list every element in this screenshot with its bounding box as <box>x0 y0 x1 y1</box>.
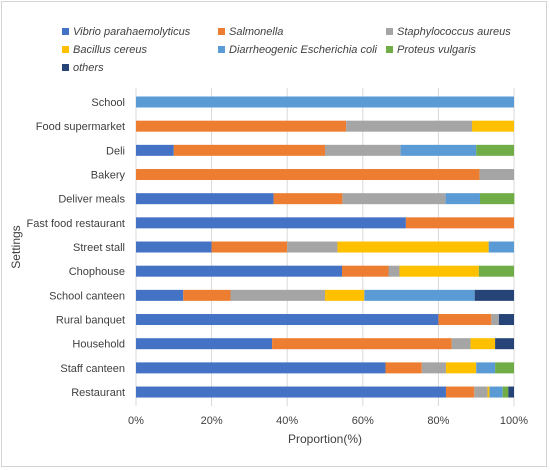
bar-segment-others-household <box>495 338 514 350</box>
category-label-school-canteen: School canteen <box>49 290 125 302</box>
bar-segment-staphylococcus-aureus-rural-banquet <box>491 314 499 326</box>
bar-segment-salmonella-rural-banquet <box>438 314 492 326</box>
bar-segment-proteus-vulgaris-staff-canteen <box>495 362 514 374</box>
legend-label-others: others <box>73 62 104 74</box>
bar-segment-bacillus-cereus-school-canteen <box>325 289 365 301</box>
bar-segment-staphylococcus-aureus-street-stall <box>287 241 338 253</box>
bar-segment-salmonella-household <box>272 338 452 350</box>
bar-segment-vibrio-parahaemolyticus-staff-canteen <box>136 362 386 374</box>
bar-segment-salmonella-chophouse <box>342 265 389 277</box>
bar-segment-staphylococcus-aureus-deliver-meals <box>342 193 446 205</box>
bar-segment-proteus-vulgaris-restaurant <box>502 386 509 398</box>
bar-segment-salmonella-deli <box>173 144 325 156</box>
bar-segment-salmonella-food-supermarket <box>136 120 347 132</box>
bar-segment-salmonella-street-stall <box>211 241 288 253</box>
x-tick-label: 60% <box>352 415 374 427</box>
bar-segment-others-restaurant <box>508 386 514 398</box>
bar-segment-proteus-vulgaris-deli <box>476 144 514 156</box>
bar-segment-proteus-vulgaris-chophouse <box>478 265 514 277</box>
bar-segment-diarrheogenic-escherichia-coli-deli <box>400 144 477 156</box>
bar-segment-vibrio-parahaemolyticus-rural-banquet <box>136 314 439 326</box>
bar-segment-others-school-canteen <box>474 289 514 301</box>
bar-segment-salmonella-restaurant <box>445 386 475 398</box>
legend-label-salmonella: Salmonella <box>229 26 283 38</box>
bar-segment-bacillus-cereus-food-supermarket <box>472 120 514 132</box>
legend-label-proteus-vulgaris: Proteus vulgaris <box>397 44 476 56</box>
bar-segment-staphylococcus-aureus-deli <box>325 144 401 156</box>
bar-segment-vibrio-parahaemolyticus-household <box>136 338 273 350</box>
bar-segment-bacillus-cereus-street-stall <box>337 241 489 253</box>
y-axis-title: Settings <box>9 225 23 268</box>
bar-segment-salmonella-fast-food-restaurant <box>405 217 514 229</box>
legend-swatch-vibrio-parahaemolyticus <box>62 28 69 35</box>
category-label-bakery: Bakery <box>91 170 126 182</box>
bar-segment-staphylococcus-aureus-bakery <box>479 169 514 181</box>
bar-segment-salmonella-school-canteen <box>183 289 231 301</box>
bar-segment-staphylococcus-aureus-food-supermarket <box>346 120 473 132</box>
bar-segment-proteus-vulgaris-deliver-meals <box>479 193 515 205</box>
legend-swatch-staphylococcus-aureus <box>386 28 393 35</box>
category-label-fast-food-restaurant: Fast food restaurant <box>27 218 125 230</box>
legend-swatch-bacillus-cereus <box>62 46 69 53</box>
legend-swatch-diarrheogenic-escherichia-coli <box>218 46 225 53</box>
bar-segment-staphylococcus-aureus-household <box>451 338 471 350</box>
bar-segment-staphylococcus-aureus-school-canteen <box>230 289 325 301</box>
x-axis-title: Proportion(%) <box>288 432 362 446</box>
bar-segment-staphylococcus-aureus-restaurant <box>474 386 488 398</box>
bar-segment-bacillus-cereus-household <box>470 338 496 350</box>
bar-segment-vibrio-parahaemolyticus-deli <box>136 144 174 156</box>
category-label-school: School <box>91 97 125 109</box>
x-tick-label: 20% <box>201 415 223 427</box>
legend-label-vibrio-parahaemolyticus: Vibrio parahaemolyticus <box>73 26 191 38</box>
bar-segment-diarrheogenic-escherichia-coli-deliver-meals <box>445 193 480 205</box>
bar-segment-salmonella-bakery <box>136 169 480 181</box>
bar-segment-diarrheogenic-escherichia-coli-street-stall <box>488 241 514 253</box>
category-label-household: Household <box>72 339 125 351</box>
legend-swatch-salmonella <box>218 28 225 35</box>
bar-segment-vibrio-parahaemolyticus-chophouse <box>136 265 343 277</box>
category-label-deli: Deli <box>106 145 125 157</box>
bar-segment-diarrheogenic-escherichia-coli-staff-canteen <box>476 362 496 374</box>
bar-segment-vibrio-parahaemolyticus-street-stall <box>136 241 212 253</box>
bar-segment-salmonella-staff-canteen <box>385 362 422 374</box>
legend-label-staphylococcus-aureus: Staphylococcus aureus <box>397 26 511 38</box>
bar-segment-vibrio-parahaemolyticus-deliver-meals <box>136 193 274 205</box>
bar-segment-diarrheogenic-escherichia-coli-restaurant <box>489 386 503 398</box>
category-label-chophouse: Chophouse <box>69 266 125 278</box>
x-tick-label: 80% <box>427 415 449 427</box>
bar-segment-diarrheogenic-escherichia-coli-school-canteen <box>364 289 475 301</box>
legend-label-bacillus-cereus: Bacillus cereus <box>73 44 147 56</box>
x-tick-label: 0% <box>128 415 144 427</box>
bar-segment-staphylococcus-aureus-staff-canteen <box>421 362 446 374</box>
bar-segment-diarrheogenic-escherichia-coli-school <box>136 96 514 108</box>
legend-swatch-proteus-vulgaris <box>386 46 393 53</box>
category-label-restaurant: Restaurant <box>71 387 125 399</box>
bar-segment-bacillus-cereus-chophouse <box>399 265 479 277</box>
bar-segment-salmonella-deliver-meals <box>273 193 343 205</box>
bar-segment-vibrio-parahaemolyticus-fast-food-restaurant <box>136 217 406 229</box>
legend-swatch-others <box>62 64 69 71</box>
bar-segment-bacillus-cereus-restaurant <box>487 386 490 398</box>
bar-segment-vibrio-parahaemolyticus-school-canteen <box>136 289 184 301</box>
x-tick-label: 40% <box>276 415 298 427</box>
category-label-deliver-meals: Deliver meals <box>58 194 125 206</box>
bar-segment-others-rural-banquet <box>498 314 514 326</box>
bar-segment-bacillus-cereus-staff-canteen <box>445 362 477 374</box>
category-label-food-supermarket: Food supermarket <box>36 121 125 133</box>
category-label-street-stall: Street stall <box>73 242 125 254</box>
bar-segment-staphylococcus-aureus-chophouse <box>388 265 400 277</box>
x-tick-label: 100% <box>500 415 528 427</box>
bar-segment-vibrio-parahaemolyticus-restaurant <box>136 386 446 398</box>
legend-label-diarrheogenic-escherichia-coli: Diarrheogenic Escherichia coli <box>229 44 378 56</box>
category-label-rural-banquet: Rural banquet <box>56 315 125 327</box>
category-label-staff-canteen: Staff canteen <box>60 363 125 375</box>
